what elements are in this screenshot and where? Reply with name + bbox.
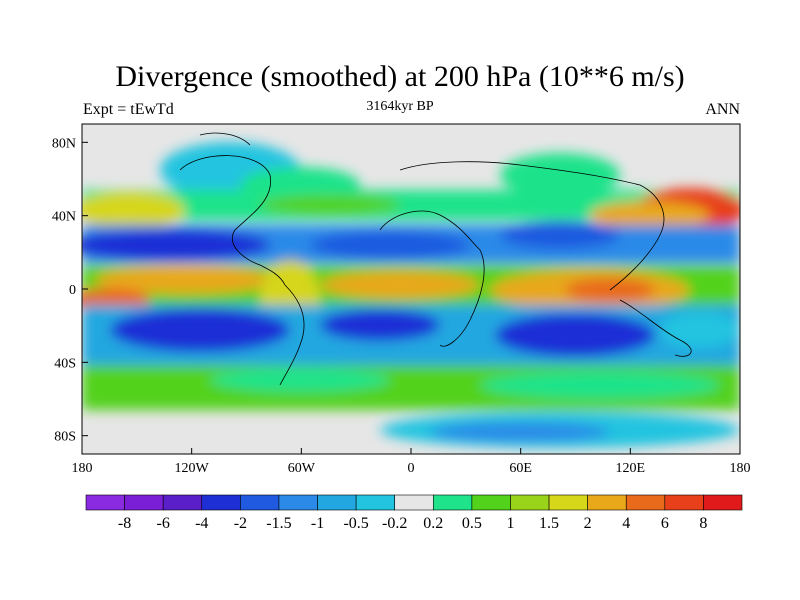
y-tick-label: 40S <box>54 356 76 371</box>
y-tick-label: 0 <box>69 283 76 298</box>
colorbar-label: -2 <box>234 515 247 532</box>
colorbar-label: -6 <box>157 515 170 532</box>
colorbar-swatch <box>317 494 357 511</box>
x-tick-label: 120E <box>616 461 646 476</box>
colorbar-label: -8 <box>118 515 131 532</box>
time-label: 3164kyr BP <box>366 99 434 114</box>
x-tick-label: 180 <box>730 461 751 476</box>
x-tick-label: 60W <box>288 461 316 476</box>
colorbar-swatch <box>162 494 203 511</box>
colorbar-swatch <box>355 494 396 511</box>
colorbar-label: -0.2 <box>382 515 407 532</box>
colorbar-swatch <box>548 494 588 511</box>
colorbar-swatch <box>85 494 125 511</box>
x-tick-label: 120W <box>175 461 210 476</box>
colorbar-label: 2 <box>584 515 592 532</box>
colorbar-swatch <box>278 494 318 511</box>
colorbar-label: -1.5 <box>266 515 291 532</box>
experiment-label: Expt = tEwTd <box>83 101 174 118</box>
colorbar-label: -1 <box>311 515 324 532</box>
colorbar-swatch <box>240 494 280 511</box>
y-axis: 80N 40N 0 40S 80S <box>52 136 88 445</box>
colorbar-swatch <box>394 494 434 511</box>
colorbar-label: 0.5 <box>462 515 482 532</box>
colorbar-label: 8 <box>699 515 707 532</box>
coastlines <box>179 132 692 386</box>
colorbar-swatch <box>587 494 627 511</box>
colorbar-label: -4 <box>195 515 208 532</box>
plot-title: Divergence (smoothed) at 200 hPa (10**6 … <box>115 60 685 93</box>
y-tick-label: 40N <box>52 210 76 225</box>
colorbar-label: 1.5 <box>539 515 559 532</box>
x-tick-label: 0 <box>408 461 415 476</box>
y-tick-label: 80S <box>54 430 76 445</box>
colorbar-swatch <box>703 494 743 511</box>
colorbar-swatch <box>124 494 164 511</box>
colorbar-label: -0.5 <box>343 515 368 532</box>
x-tick-label: 180 <box>72 461 93 476</box>
colorbar: -8 -6 -4 -2 -1.5 -1 -0.5 -0.2 0.2 0.5 1 1.5 2 4 6 8 <box>85 494 743 532</box>
colorbar-swatch <box>432 494 473 511</box>
colorbar-label: 1 <box>506 515 514 532</box>
colorbar-swatch <box>664 494 704 511</box>
colorbar-swatch <box>201 494 241 511</box>
colorbar-label: 6 <box>661 515 669 532</box>
colorbar-label: 0.2 <box>423 515 443 532</box>
colorbar-swatch <box>510 494 550 511</box>
divergence-field <box>82 124 740 454</box>
x-tick-label: 60E <box>509 461 532 476</box>
colorbar-swatch <box>471 494 511 511</box>
x-axis: 180 120W 60W 0 60E 120E 180 <box>72 448 751 476</box>
y-tick-label: 80N <box>52 136 76 151</box>
season-label: ANN <box>705 101 740 118</box>
colorbar-label: 4 <box>622 515 630 532</box>
colorbar-swatch <box>625 494 666 511</box>
